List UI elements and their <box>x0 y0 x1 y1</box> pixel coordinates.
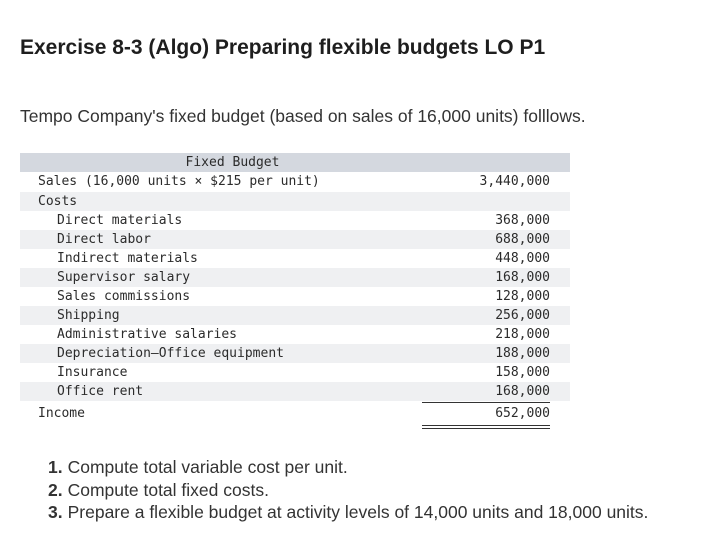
income-row: Income 652,000 <box>20 401 570 427</box>
cost-amount: 448,000 <box>495 251 550 266</box>
cost-label: Direct labor <box>57 232 151 247</box>
question-number: 1. <box>48 457 63 477</box>
fixed-budget-table: Fixed Budget Sales (16,000 units × $215 … <box>20 153 570 427</box>
question-text: Compute total variable cost per unit. <box>67 457 348 477</box>
cost-amount: 128,000 <box>495 289 550 304</box>
cost-label: Shipping <box>57 308 120 323</box>
question-item: 2. Compute total fixed costs. <box>48 479 648 502</box>
question-number: 3. <box>48 502 63 522</box>
cost-amount: 688,000 <box>495 232 550 247</box>
cost-row: Administrative salaries 218,000 <box>20 325 570 344</box>
cost-row: Insurance 158,000 <box>20 363 570 382</box>
cost-amount: 368,000 <box>495 213 550 228</box>
cost-label: Office rent <box>57 384 144 399</box>
cost-label: Sales commissions <box>57 289 191 304</box>
cost-label: Indirect materials <box>57 251 198 266</box>
cost-amount: 168,000 <box>495 270 550 285</box>
cost-label: Direct materials <box>57 213 183 228</box>
question-number: 2. <box>48 479 63 500</box>
sales-row: Sales (16,000 units × $215 per unit) 3,4… <box>20 172 570 192</box>
cost-row: Direct labor 688,000 <box>20 230 570 249</box>
sales-label: Sales (16,000 units × $215 per unit) <box>38 174 320 189</box>
table-header-row: Fixed Budget <box>20 153 570 172</box>
cost-amount: 188,000 <box>495 346 550 361</box>
income-label: Income <box>38 406 85 421</box>
costs-heading-row: Costs <box>20 192 570 211</box>
question-item: 3. Prepare a flexible budget at activity … <box>48 501 648 524</box>
cost-label: Insurance <box>57 365 128 380</box>
cost-amount: 168,000 <box>495 384 550 399</box>
question-text: Compute total fixed costs. <box>67 479 269 500</box>
cost-row: Direct materials 368,000 <box>20 211 570 230</box>
cost-amount: 218,000 <box>495 327 550 342</box>
exercise-title: Exercise 8-3 (Algo) Preparing flexible b… <box>20 36 546 59</box>
cost-label: Supervisor salary <box>57 270 191 285</box>
cost-row: Sales commissions 128,000 <box>20 287 570 306</box>
intro-text: Tempo Company's fixed budget (based on s… <box>20 106 586 126</box>
cost-row: Shipping 256,000 <box>20 306 570 325</box>
column-header: Fixed Budget <box>185 155 280 170</box>
cost-amount: 256,000 <box>495 308 550 323</box>
costs-label: Costs <box>38 194 78 209</box>
cost-row: Supervisor salary 168,000 <box>20 268 570 287</box>
subtotal-rule <box>422 402 550 403</box>
income-amount: 652,000 <box>495 406 550 421</box>
cost-amount: 158,000 <box>495 365 550 380</box>
cost-row: Indirect materials 448,000 <box>20 249 570 268</box>
cost-label: Depreciation—Office equipment <box>57 346 284 361</box>
question-item: 1. Compute total variable cost per unit. <box>48 456 648 479</box>
cost-row: Office rent 168,000 <box>20 382 570 401</box>
total-double-rule <box>422 425 550 429</box>
sales-amount: 3,440,000 <box>479 174 550 189</box>
question-list: 1. Compute total variable cost per unit. … <box>48 456 648 524</box>
question-text: Prepare a flexible budget at activity le… <box>67 502 649 522</box>
cost-label: Administrative salaries <box>57 327 238 342</box>
cost-row: Depreciation—Office equipment 188,000 <box>20 344 570 363</box>
